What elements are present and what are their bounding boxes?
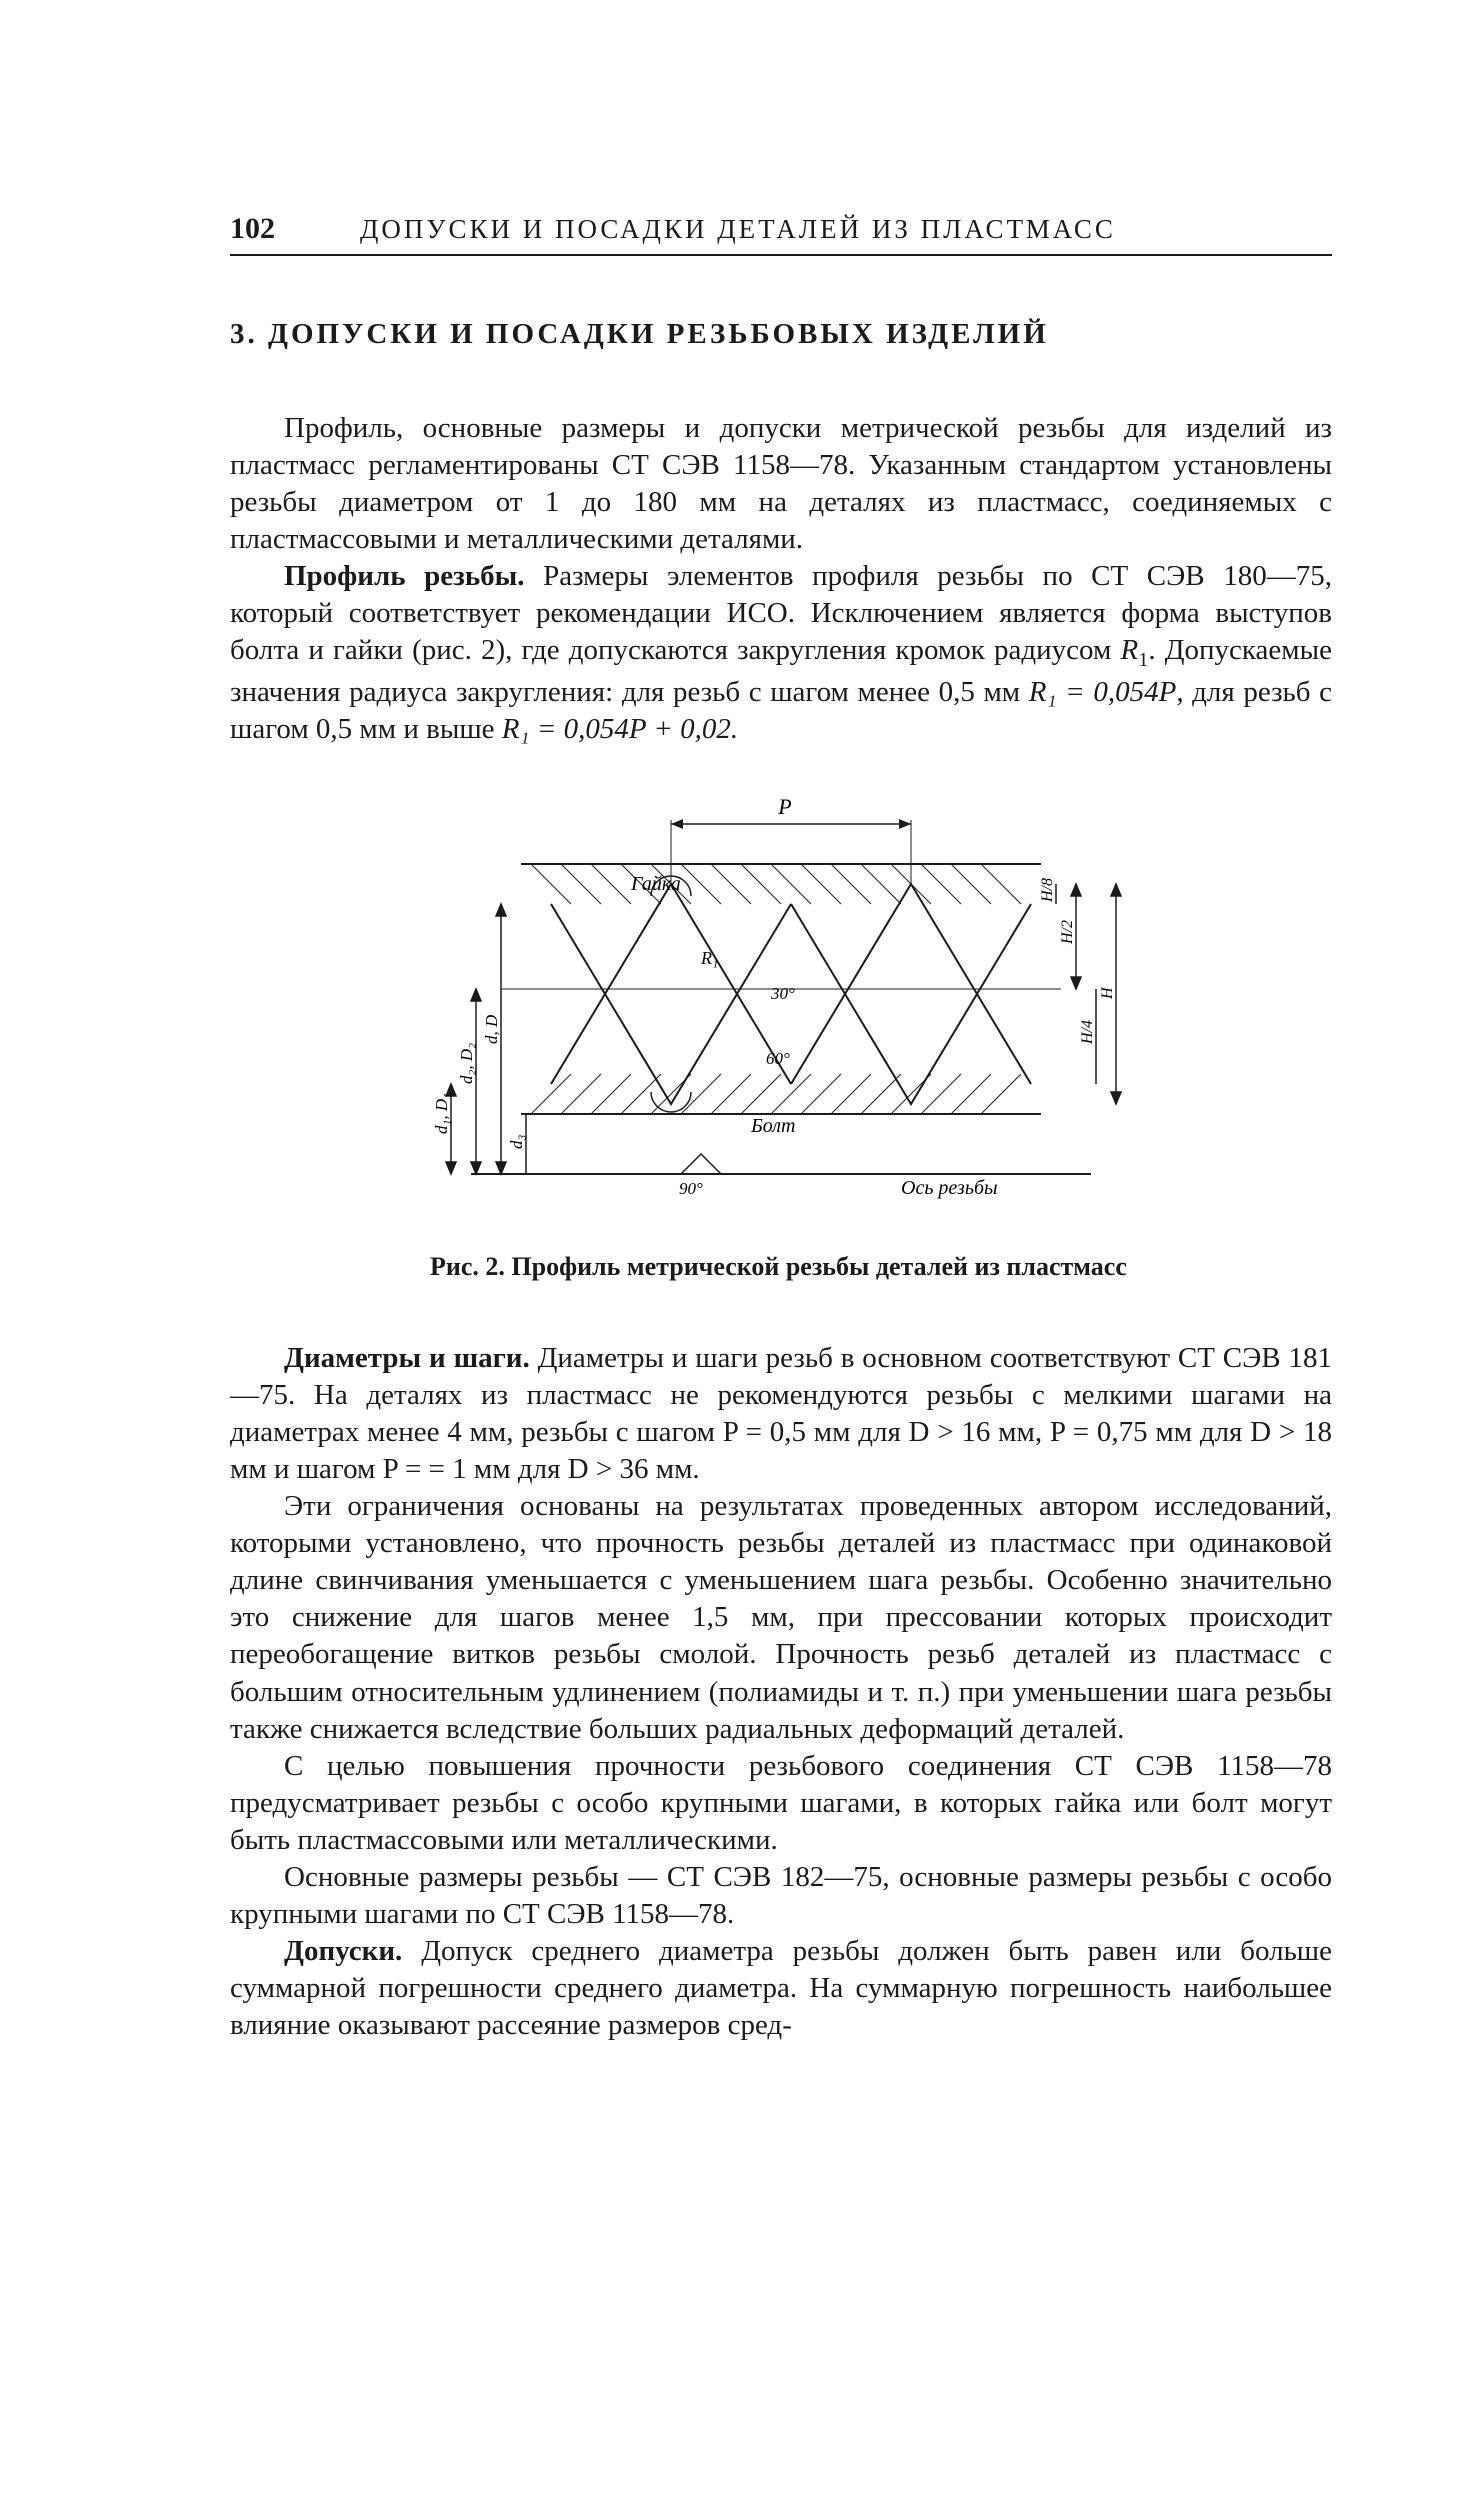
para2-lead: Профиль резьбы. bbox=[284, 560, 525, 592]
figure-2-caption: Рис. 2. Профиль метрической резьбы детал… bbox=[430, 1250, 1170, 1283]
page-number: 102 bbox=[230, 210, 275, 248]
paragraph-2: Профиль резьбы. Размеры элементов профил… bbox=[230, 558, 1332, 748]
page-root: 102 ДОПУСКИ И ПОСАДКИ ДЕТАЛЕЙ ИЗ ПЛАСТМА… bbox=[0, 0, 1472, 2496]
para2-R: R bbox=[1120, 634, 1138, 666]
para2-R-sub: 1 bbox=[1138, 649, 1148, 671]
fig-label-R1: R₁ bbox=[700, 948, 718, 968]
fig-label-90: 90° bbox=[679, 1179, 703, 1198]
fig-label-d1D1: d₁, D₁ bbox=[432, 1093, 451, 1134]
fig-label-H: H bbox=[1099, 986, 1116, 1000]
fig-label-60: 60° bbox=[766, 1049, 790, 1068]
para7-lead: Допуски. bbox=[284, 1935, 402, 1967]
paragraph-3: Диаметры и шаги. Диаметры и шаги резьб в… bbox=[230, 1340, 1332, 1488]
paragraph-7: Допуски. Допуск среднего диаметра резьбы… bbox=[230, 1933, 1332, 2044]
fig-label-d2D2: d₂, D₂ bbox=[457, 1043, 476, 1084]
running-head: ДОПУСКИ И ПОСАДКИ ДЕТАЛЕЙ ИЗ ПЛАСТМАСС bbox=[360, 212, 1116, 247]
fig-label-d3: d₃ bbox=[507, 1135, 526, 1150]
fig-label-H2: H/2 bbox=[1059, 920, 1076, 945]
fig-label-P: P bbox=[777, 794, 791, 819]
fig-label-bolt: Болт bbox=[750, 1115, 795, 1137]
paragraph-6: Основные размеры резьбы — СТ СЭВ 182—75,… bbox=[230, 1859, 1332, 1933]
fig-label-H4: H/4 bbox=[1079, 1020, 1096, 1045]
fig-label-dD: d, D bbox=[482, 1014, 501, 1044]
paragraph-4: Эти ограничения основаны на результатах … bbox=[230, 1488, 1332, 1748]
figure-2: P Гайка Болт Ось резьбы R₁ 30° 60° 90° d… bbox=[230, 784, 1332, 1224]
section-title: 3. ДОПУСКИ И ПОСАДКИ РЕЗЬБОВЫХ ИЗДЕЛИЙ bbox=[230, 316, 1332, 353]
fig-label-H8: H/8 bbox=[1039, 878, 1056, 903]
para2-eq2: R₁ = 0,054P + 0,02. bbox=[502, 713, 738, 745]
thread-profile-diagram: P Гайка Болт Ось резьбы R₁ 30° 60° 90° d… bbox=[401, 784, 1161, 1214]
fig-label-axis: Ось резьбы bbox=[901, 1177, 998, 1199]
para2-eq1: R₁ = 0,054P bbox=[1029, 676, 1177, 708]
paragraph-5: С целью повышения прочности резьбового с… bbox=[230, 1748, 1332, 1859]
paragraph-1: Профиль, основные размеры и допуски метр… bbox=[230, 410, 1332, 558]
fig-label-gaika: Гайка bbox=[630, 873, 681, 895]
fig-label-30: 30° bbox=[770, 984, 795, 1003]
para3-lead: Диаметры и шаги. bbox=[284, 1342, 530, 1374]
header-bar: 102 ДОПУСКИ И ПОСАДКИ ДЕТАЛЕЙ ИЗ ПЛАСТМА… bbox=[230, 210, 1332, 256]
